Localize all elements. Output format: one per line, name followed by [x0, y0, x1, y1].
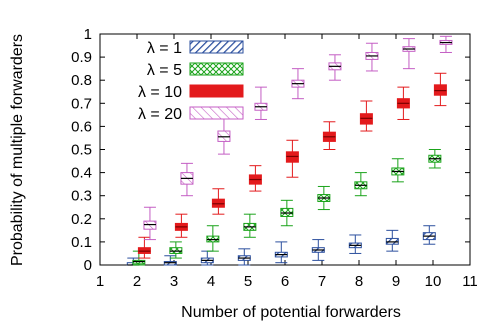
legend-swatch: [189, 62, 244, 76]
x-tick-label: 3: [170, 273, 178, 290]
series-group: [132, 149, 442, 266]
box-plot: [291, 68, 305, 100]
x-tick-label: 10: [425, 273, 442, 290]
box-plot: [143, 206, 157, 241]
y-tick-label: 1: [84, 26, 92, 43]
box-plot: [422, 225, 436, 245]
box-plot: [359, 100, 373, 132]
legend-swatch: [189, 84, 244, 98]
y-tick-label: 0.3: [71, 188, 92, 205]
x-tick-label: 7: [318, 273, 326, 290]
box-plot: [354, 172, 368, 197]
legend-label: λ = 20: [138, 106, 182, 123]
box-plot: [317, 185, 331, 211]
x-tick-label: 11: [462, 273, 478, 290]
box-plot: [206, 225, 220, 252]
series-group: [126, 225, 436, 266]
box-plot: [365, 42, 379, 72]
box-plot: [280, 199, 294, 227]
box-plot: [163, 255, 177, 266]
x-axis-label: Number of potential forwarders: [181, 304, 401, 321]
y-tick-label: 0.1: [71, 234, 92, 251]
box-plot: [391, 158, 405, 183]
series-group: [143, 35, 453, 241]
box-plot: [396, 86, 410, 120]
legend: λ = 1 λ = 5 λ = 10 λ = 20: [138, 40, 244, 123]
box-plot: [428, 149, 442, 169]
y-tick-label: 0.7: [71, 95, 92, 112]
y-axis-label: Probability of multiple forwarders: [9, 34, 26, 266]
box-plot: [180, 162, 194, 197]
box-plot: [254, 86, 268, 120]
y-tick-label: 0.9: [71, 49, 92, 66]
box-plot: [385, 229, 399, 252]
y-tick-label: 0.4: [71, 165, 92, 182]
box-plot: [322, 121, 336, 150]
legend-swatch: [189, 106, 244, 120]
box-plot: [439, 35, 453, 53]
x-tick-label: 1: [96, 273, 104, 290]
box-plot: [285, 139, 299, 178]
x-tick-label: 6: [281, 273, 289, 290]
box-plot: [200, 250, 214, 266]
box-plot: [274, 241, 288, 264]
box-plot: [402, 38, 416, 70]
y-tick-label: 0.8: [71, 72, 92, 89]
legend-label: λ = 10: [138, 84, 182, 101]
box-plot: [217, 116, 231, 155]
box-plot: [211, 188, 225, 215]
series-group: [137, 72, 447, 259]
x-tick-label: 2: [133, 273, 141, 290]
y-tick-label: 0.5: [71, 142, 92, 159]
y-tick-label: 0: [84, 257, 92, 274]
box-plot: [243, 213, 257, 238]
legend-label: λ = 1: [147, 40, 182, 57]
box-plot: [169, 241, 183, 259]
x-tick-label: 5: [244, 273, 252, 290]
x-tick-label: 9: [392, 273, 400, 290]
box-plot: [311, 239, 325, 261]
box-plot: [174, 213, 188, 238]
axes-layer: 00.10.20.30.40.50.60.70.80.911 2 3 4 5 6 7 8 9 10…: [71, 26, 478, 290]
box-plot: [328, 54, 342, 81]
legend-label: λ = 5: [147, 62, 182, 79]
legend-swatch: [189, 40, 244, 54]
box-plot: [248, 165, 262, 192]
box-plot: [433, 72, 447, 107]
box-plot: [348, 234, 362, 254]
box-plot: [137, 236, 151, 259]
x-tick-label: 8: [355, 273, 363, 290]
data-layer: [126, 35, 453, 266]
x-tick-label: 4: [207, 273, 215, 290]
y-tick-label: 0.6: [71, 118, 92, 135]
box-plot: [237, 248, 251, 266]
y-tick-label: 0.2: [71, 211, 92, 228]
